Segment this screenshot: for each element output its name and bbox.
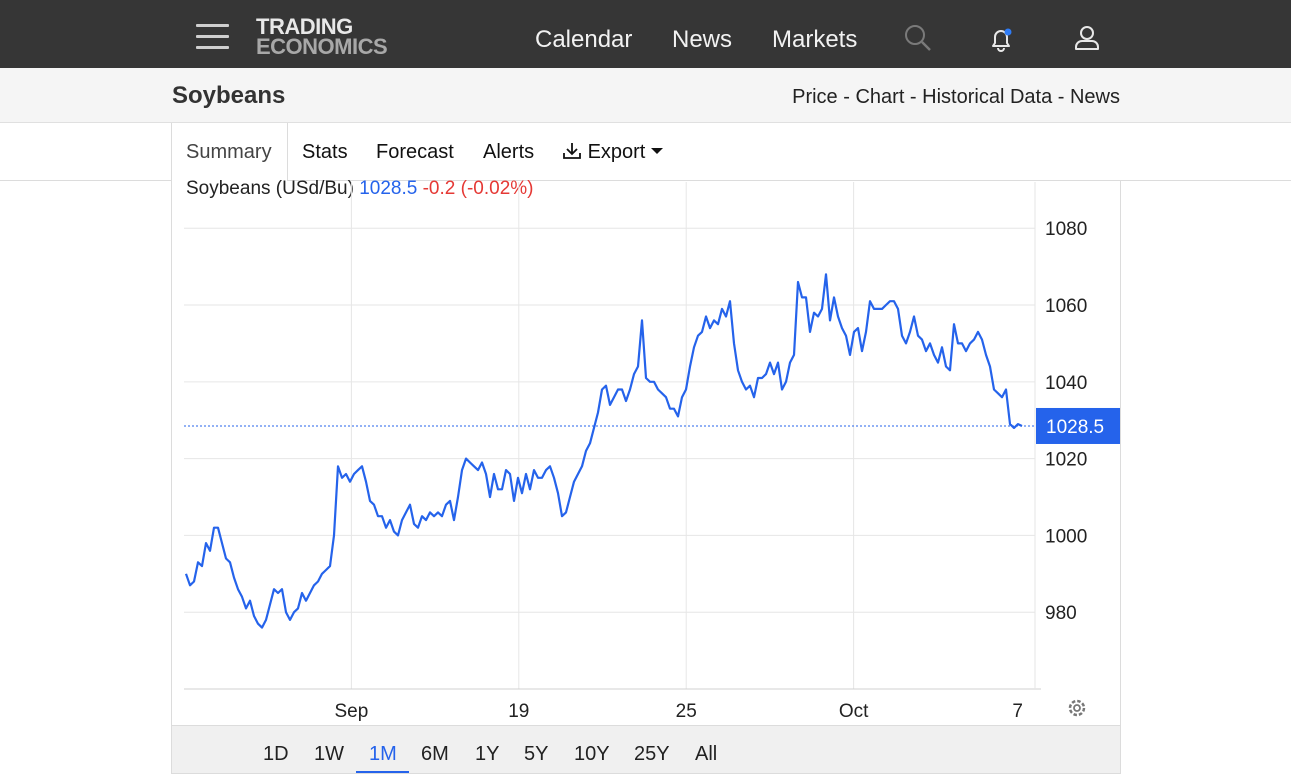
y-tick-label: 1000 <box>1045 526 1087 547</box>
link-separator: - <box>904 86 923 108</box>
range-25y[interactable]: 25Y <box>634 743 670 765</box>
active-range-underline <box>356 771 409 773</box>
link-chart[interactable]: Chart <box>855 86 905 108</box>
tab-stats[interactable]: Stats <box>302 141 348 163</box>
trading-economics-logo[interactable]: TRADING ECONOMICS <box>256 14 388 59</box>
export-label: Export <box>587 141 646 163</box>
tab-alerts[interactable]: Alerts <box>483 141 535 163</box>
section-links: Price - Chart - Historical Data - News <box>792 86 1120 109</box>
tab-forecast[interactable]: Forecast <box>376 141 454 163</box>
current-value-label: 1028.5 <box>1046 417 1104 438</box>
tabs-row: Summary Stats Forecast Alerts Export <box>0 123 1291 181</box>
user-icon[interactable] <box>1073 24 1101 57</box>
range-10y[interactable]: 10Y <box>574 743 610 765</box>
nav-calendar[interactable]: Calendar <box>535 26 633 53</box>
range-1y[interactable]: 1Y <box>475 743 500 765</box>
logo-line-1: TRADING <box>256 14 353 39</box>
link-price[interactable]: Price <box>792 86 838 108</box>
menu-icon[interactable] <box>196 24 229 50</box>
x-tick-label: 19 <box>508 701 529 722</box>
x-tick-label: 7 <box>1012 701 1023 722</box>
range-1d[interactable]: 1D <box>263 743 289 765</box>
link-news[interactable]: News <box>1069 86 1120 108</box>
nav-news[interactable]: News <box>672 26 733 53</box>
current-value-badge <box>1036 407 1120 444</box>
top-navigation-bar: TRADING ECONOMICS Calendar News Markets <box>0 0 1291 68</box>
link-separator: - <box>837 86 856 108</box>
link-separator: - <box>1052 86 1070 108</box>
legend-change: -0.2 (-0.02%) <box>422 178 534 199</box>
range-1m[interactable]: 1M <box>369 743 397 765</box>
range-all[interactable]: All <box>695 743 718 765</box>
range-selector <box>172 725 1120 773</box>
x-tick-label: 25 <box>676 701 697 722</box>
tab-summary[interactable]: Summary <box>186 141 272 163</box>
y-tick-label: 980 <box>1045 603 1077 624</box>
bell-icon[interactable] <box>986 24 1016 59</box>
y-tick-label: 1020 <box>1045 450 1087 471</box>
page-title: Soybeans <box>172 82 286 109</box>
legend-price: 1028.5 <box>359 178 418 199</box>
y-tick-label: 1060 <box>1045 296 1087 317</box>
series-line-soybeans <box>184 273 1023 629</box>
series-name: Soybeans (USd/Bu) <box>186 178 354 199</box>
download-icon <box>563 143 581 159</box>
y-tick-label: 1080 <box>1045 219 1087 240</box>
caret-down-icon <box>650 148 663 154</box>
search-icon[interactable] <box>904 24 932 57</box>
gear-icon[interactable] <box>1068 699 1086 717</box>
range-1w[interactable]: 1W <box>314 743 344 765</box>
logo-line-2: ECONOMICS <box>256 34 388 59</box>
x-tick-label: Oct <box>839 701 869 722</box>
range-5y[interactable]: 5Y <box>524 743 549 765</box>
y-tick-label: 1040 <box>1045 373 1087 394</box>
x-tick-label: Sep <box>334 701 368 722</box>
export-dropdown[interactable]: Export <box>562 141 663 164</box>
range-6m[interactable]: 6M <box>421 743 449 765</box>
chart-panel <box>171 181 1121 774</box>
nav-markets[interactable]: Markets <box>772 26 858 53</box>
chart-legend: Soybeans (USd/Bu) 1028.5 -0.2 (-0.02%) <box>186 178 533 200</box>
active-tab-frame <box>171 123 288 181</box>
price-chart[interactable]: 980 1000 1020 1040 1060 1080 Sep 19 25 Oct 7 1028.5 <box>172 182 1120 724</box>
sub-header: Soybeans Price - Chart - Historical Data… <box>0 68 1291 123</box>
link-historical-data[interactable]: Historical Data <box>922 86 1053 108</box>
